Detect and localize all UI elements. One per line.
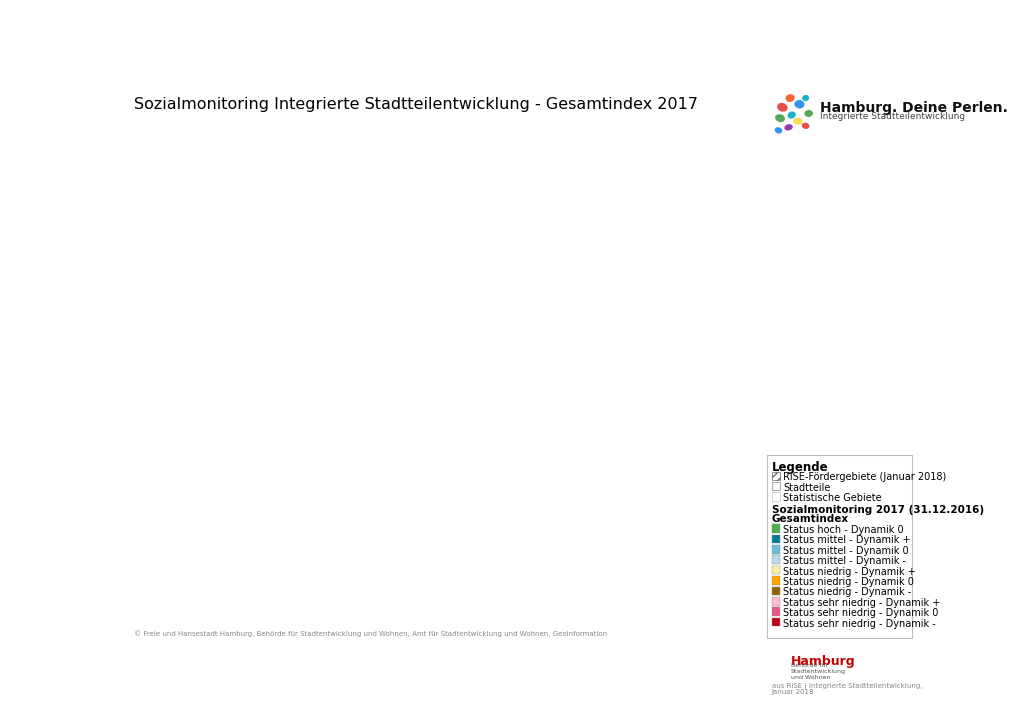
Bar: [770, 482, 780, 490]
Text: Status niedrig - Dynamik -: Status niedrig - Dynamik -: [783, 588, 911, 598]
Text: aus RiSE | Integrierte Stadtteilentwicklung,: aus RiSE | Integrierte Stadtteilentwickl…: [770, 683, 921, 689]
Text: Januar 2018: Januar 2018: [770, 689, 813, 694]
Bar: [770, 545, 780, 554]
Bar: [770, 472, 780, 480]
Bar: [770, 535, 780, 543]
Text: Stadtteile: Stadtteile: [783, 482, 829, 492]
Text: Status mittel - Dynamik +: Status mittel - Dynamik +: [783, 536, 910, 545]
Bar: [770, 524, 780, 533]
Bar: [773, 649, 786, 664]
Text: Legende: Legende: [770, 461, 827, 474]
Ellipse shape: [787, 112, 795, 118]
Text: Hamburg: Hamburg: [790, 655, 855, 668]
Text: Status niedrig - Dynamik 0: Status niedrig - Dynamik 0: [783, 577, 913, 587]
Text: Status sehr niedrig - Dynamik 0: Status sehr niedrig - Dynamik 0: [783, 609, 937, 618]
Bar: [770, 607, 780, 616]
Ellipse shape: [774, 127, 782, 133]
Text: Gesamtindex: Gesamtindex: [770, 514, 848, 524]
Text: Status niedrig - Dynamik +: Status niedrig - Dynamik +: [783, 567, 915, 577]
Ellipse shape: [784, 124, 792, 131]
Bar: [770, 492, 780, 501]
Ellipse shape: [785, 94, 794, 102]
Polygon shape: [773, 644, 786, 649]
Text: RiSE-Fördergebiete (Januar 2018): RiSE-Fördergebiete (Januar 2018): [783, 472, 946, 482]
Bar: [770, 597, 780, 606]
Text: Status sehr niedrig - Dynamik +: Status sehr niedrig - Dynamik +: [783, 598, 940, 608]
Bar: [766, 454, 911, 638]
Ellipse shape: [776, 103, 787, 112]
Bar: [776, 658, 782, 664]
Text: Status mittel - Dynamik 0: Status mittel - Dynamik 0: [783, 546, 908, 556]
Ellipse shape: [774, 114, 785, 122]
Text: Sozialmonitoring Integrierte Stadtteilentwicklung - Gesamtindex 2017: Sozialmonitoring Integrierte Stadtteilen…: [133, 97, 697, 112]
Bar: [770, 618, 780, 627]
Text: Integrierte Stadtteilentwicklung: Integrierte Stadtteilentwicklung: [819, 112, 964, 121]
Bar: [770, 576, 780, 585]
Ellipse shape: [801, 123, 809, 129]
Ellipse shape: [794, 100, 804, 108]
Text: Status hoch - Dynamik 0: Status hoch - Dynamik 0: [783, 525, 903, 535]
Text: Status mittel - Dynamik -: Status mittel - Dynamik -: [783, 556, 905, 566]
Text: Status sehr niedrig - Dynamik -: Status sehr niedrig - Dynamik -: [783, 619, 935, 629]
Text: Sozialmonitoring 2017 (31.12.2016): Sozialmonitoring 2017 (31.12.2016): [770, 505, 982, 515]
Ellipse shape: [801, 95, 808, 101]
Ellipse shape: [804, 110, 812, 117]
Text: © Freie und Hansestadt Hamburg, Behörde für Stadtentwicklung und Wohnen, Amt für: © Freie und Hansestadt Hamburg, Behörde …: [133, 630, 606, 637]
Ellipse shape: [793, 118, 802, 125]
Bar: [770, 566, 780, 575]
Text: Statistische Gebiete: Statistische Gebiete: [783, 493, 880, 503]
Text: Behörde für
Stadtentwicklung
und Wohnen: Behörde für Stadtentwicklung und Wohnen: [790, 663, 845, 680]
Text: Hamburg. Deine Perlen.: Hamburg. Deine Perlen.: [819, 101, 1007, 115]
Bar: [770, 587, 780, 595]
Bar: [770, 555, 780, 564]
